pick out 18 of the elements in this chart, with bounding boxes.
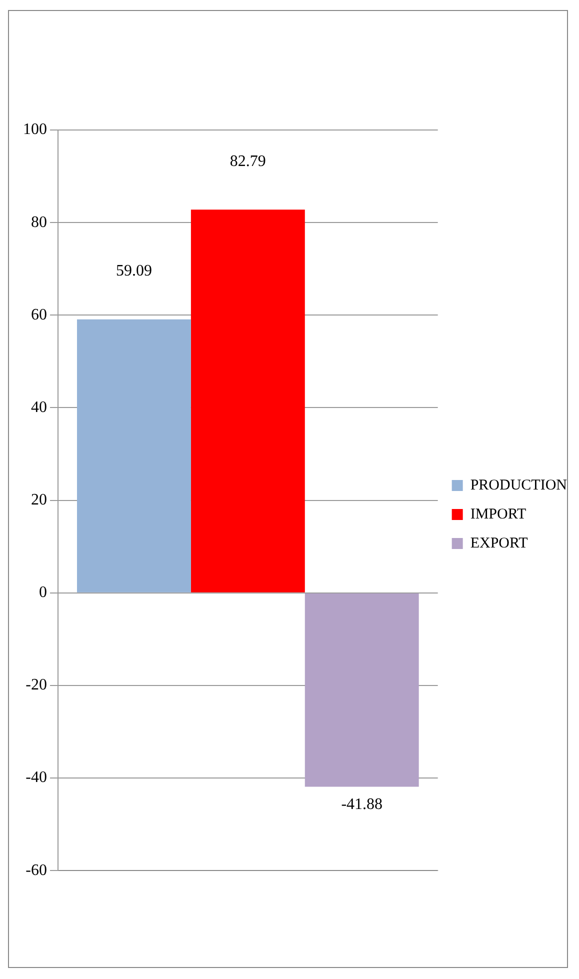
data-label: 82.79 — [230, 152, 266, 170]
y-tick-label: 0 — [39, 584, 47, 602]
y-tick-label: -60 — [26, 862, 47, 879]
y-tick-label: 20 — [31, 492, 47, 509]
y-tick-label: -20 — [26, 676, 47, 694]
y-tick-label: 80 — [31, 214, 47, 231]
y-tick-label: 60 — [31, 306, 47, 324]
y-tick-label: 100 — [23, 121, 47, 138]
bar — [304, 593, 419, 787]
bar — [76, 319, 191, 592]
y-tick-label: -40 — [26, 769, 47, 786]
legend-label: PRODUCTION — [470, 477, 568, 494]
data-label: 59.09 — [116, 262, 152, 280]
data-label: -41.88 — [341, 796, 383, 813]
bar — [190, 210, 305, 592]
y-tick-label: 40 — [31, 398, 47, 416]
legend-label: EXPORT — [470, 535, 528, 552]
legend-label: IMPORT — [470, 506, 526, 522]
